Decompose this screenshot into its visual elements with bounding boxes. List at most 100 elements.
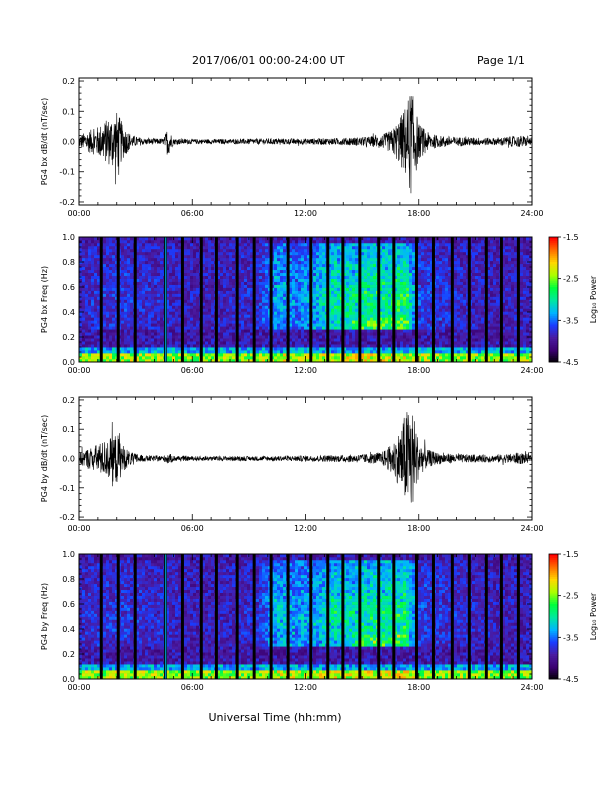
spectrogram-cell [172,323,176,327]
spectrogram-cell [229,344,233,348]
spectrogram-cell [385,329,389,333]
spectrogram-cell [289,290,293,294]
spectrogram-cell [259,263,263,268]
spectrogram-cell [355,329,359,333]
spectrogram-cell [292,296,296,300]
spectrogram-cell [157,311,161,315]
spectrogram-cell [316,311,320,315]
spectrogram-cell [265,314,269,318]
spectrogram-cell [304,317,308,321]
spectrogram-cell [322,266,326,271]
x-tick-label: 24:00 [520,209,543,218]
spectrogram-cell [247,317,251,321]
spectrogram-cell [124,278,128,282]
spectrogram-cell [121,311,125,315]
spectrogram-cell [367,317,371,321]
spectrogram-cell [388,281,392,285]
spectrogram-cell [322,242,326,247]
spectrogram-cell [262,350,266,354]
spectrogram-cell [208,311,212,315]
spectrogram-cell [427,350,431,354]
spectrogram-cell [205,287,209,291]
spectrogram-cell [349,320,353,324]
spectrogram-cell [361,323,365,327]
spectrogram-cell [367,237,371,241]
spectrogram-cell [202,338,206,342]
spectrogram-cell [367,311,371,315]
spectrogram-cell [280,326,284,330]
spectrogram-cell [352,299,356,303]
spectrogram-cell [352,248,356,253]
spectrogram-cell [409,281,413,285]
spectrogram-cell [112,272,116,276]
spectrogram-cell [148,356,152,360]
spectrogram-cell [142,251,146,256]
spectrogram-cell [205,284,209,288]
spectrogram-cell [124,350,128,354]
spectrogram-cell [259,260,263,265]
spectrogram-cell [301,245,305,250]
spectrogram-cell [187,302,191,306]
spectrogram-cell [370,308,374,312]
spectrogram-cell [130,287,134,291]
spectrogram-cell [322,257,326,262]
spectrogram-cell [124,237,128,241]
spectrogram-cell [385,305,389,309]
spectrogram-cell [97,338,101,342]
spectrogram-cell [355,296,359,300]
spectrogram-cell [256,239,260,244]
spectrogram-cell [259,332,263,336]
spectrogram-cell [400,314,404,318]
spectrogram-cell [259,359,263,363]
spectrogram-cell [424,338,428,342]
spectrogram-cell [205,278,209,282]
spectrogram-cell [190,347,194,351]
spectrogram-cell [124,296,128,300]
spectrogram-cell [250,245,254,250]
spectrogram-cell [343,344,347,348]
spectrogram-cell [277,275,281,279]
spectrogram-cell [265,251,269,256]
spectrogram-cell [274,311,278,315]
spectrogram-cell [226,245,230,250]
spectrogram-cell [103,284,107,288]
spectrogram-cell [142,296,146,300]
spectrogram-cell [127,251,131,256]
spectrogram-cell [151,359,155,363]
spectrogram-cell [238,245,242,250]
spectrogram-cell [148,272,152,276]
spectrogram-cell [127,269,131,274]
spectrogram-cell [220,338,224,342]
spectrogram-cell [403,356,407,360]
spectrogram-cell [82,341,86,345]
spectrogram-cell [205,251,209,256]
spectrogram-cell [277,341,281,345]
spectrogram-cell [130,269,134,274]
spectrogram-cell [259,344,263,348]
spectrogram-cell [124,335,128,339]
spectrogram-cell [322,287,326,291]
spectrogram-cell [343,290,347,294]
spectrogram-cell [175,356,179,360]
spectrogram-cell [157,347,161,351]
spectrogram-cell [292,284,296,288]
spectrogram-cell [355,317,359,321]
spectrogram-cell [403,311,407,315]
spectrogram-cell [373,314,377,318]
spectrogram-cell [289,251,293,256]
spectrogram-cell [124,359,128,363]
spectrogram-cell [349,263,353,268]
spectrogram-cell [112,347,116,351]
spectrogram-cell [373,248,377,253]
spectrogram-cell [322,344,326,348]
spectrogram-cell [337,338,341,342]
spectrogram-cell [424,317,428,321]
spectrogram-cell [139,296,143,300]
spectrogram-cell [166,284,170,288]
spectrogram-cell [397,305,401,309]
spectrogram-cell [151,257,155,262]
spectrogram-cell [130,263,134,268]
spectrogram-cell [220,329,224,333]
spectrogram-cell [301,242,305,247]
x-tick-label: 06:00 [181,209,204,218]
